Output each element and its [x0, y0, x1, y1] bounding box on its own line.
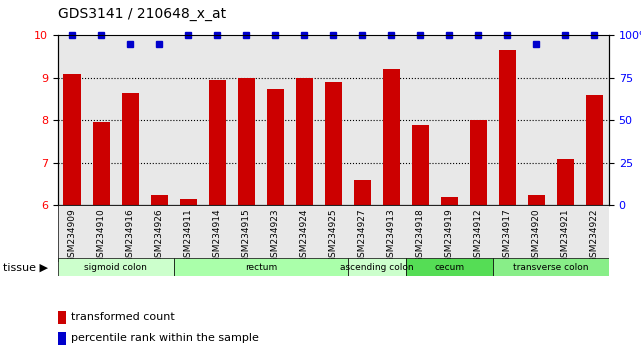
Bar: [354, 180, 371, 205]
Text: GSM234915: GSM234915: [242, 208, 251, 263]
Bar: [63, 74, 81, 205]
Bar: [58, 311, 66, 324]
FancyBboxPatch shape: [174, 258, 348, 276]
Bar: [586, 95, 603, 205]
Text: GSM234918: GSM234918: [416, 208, 425, 263]
Text: tissue ▶: tissue ▶: [3, 262, 48, 272]
Text: GSM234921: GSM234921: [561, 208, 570, 263]
Text: GSM234916: GSM234916: [126, 208, 135, 263]
Bar: [324, 82, 342, 205]
Text: GSM234913: GSM234913: [387, 208, 396, 263]
Text: GSM234912: GSM234912: [474, 208, 483, 263]
Text: GSM234926: GSM234926: [154, 208, 163, 263]
Text: GSM234925: GSM234925: [329, 208, 338, 263]
Bar: [179, 199, 197, 205]
Text: GSM234924: GSM234924: [300, 208, 309, 263]
Bar: [267, 88, 284, 205]
Text: GSM234910: GSM234910: [97, 208, 106, 263]
FancyBboxPatch shape: [406, 258, 493, 276]
Text: GSM234920: GSM234920: [532, 208, 541, 263]
Bar: [58, 332, 66, 345]
FancyBboxPatch shape: [58, 258, 174, 276]
Bar: [528, 195, 545, 205]
Text: GSM234911: GSM234911: [184, 208, 193, 263]
Bar: [122, 93, 139, 205]
Text: GSM234917: GSM234917: [503, 208, 512, 263]
Bar: [470, 120, 487, 205]
Bar: [440, 197, 458, 205]
Text: transformed count: transformed count: [71, 312, 175, 322]
FancyBboxPatch shape: [348, 258, 406, 276]
Bar: [92, 122, 110, 205]
Text: percentile rank within the sample: percentile rank within the sample: [71, 333, 260, 343]
Text: GSM234919: GSM234919: [445, 208, 454, 263]
Text: GSM234922: GSM234922: [590, 208, 599, 263]
FancyBboxPatch shape: [493, 258, 609, 276]
Text: GSM234923: GSM234923: [271, 208, 279, 263]
FancyBboxPatch shape: [58, 205, 609, 262]
Bar: [238, 78, 255, 205]
Text: GSM234909: GSM234909: [68, 208, 77, 263]
Bar: [412, 125, 429, 205]
Bar: [208, 80, 226, 205]
Text: GSM234914: GSM234914: [213, 208, 222, 263]
Bar: [296, 78, 313, 205]
Bar: [557, 159, 574, 205]
Text: sigmoid colon: sigmoid colon: [84, 263, 147, 272]
Text: GDS3141 / 210648_x_at: GDS3141 / 210648_x_at: [58, 7, 226, 21]
Text: rectum: rectum: [245, 263, 277, 272]
Text: GSM234927: GSM234927: [358, 208, 367, 263]
Bar: [499, 50, 516, 205]
Bar: [383, 69, 400, 205]
Text: ascending colon: ascending colon: [340, 263, 413, 272]
Text: cecum: cecum: [435, 263, 465, 272]
Text: transverse colon: transverse colon: [513, 263, 588, 272]
Bar: [151, 195, 168, 205]
